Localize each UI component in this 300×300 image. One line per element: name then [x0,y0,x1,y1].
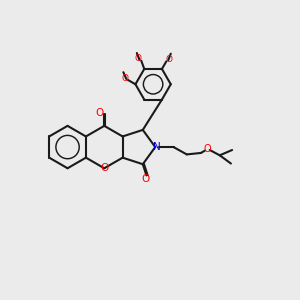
Text: O: O [204,144,211,154]
Text: O: O [142,174,150,184]
Text: O: O [96,108,104,118]
Text: N: N [153,142,160,152]
Text: O: O [165,55,172,64]
Text: O: O [100,163,108,173]
Text: O: O [122,74,129,82]
Text: O: O [135,54,142,63]
